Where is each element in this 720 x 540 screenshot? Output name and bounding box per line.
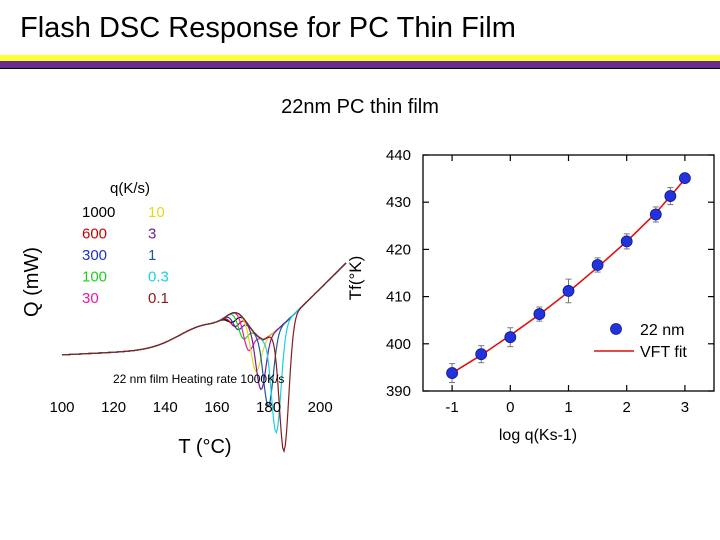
- slide-subtitle: 22nm PC thin film: [281, 96, 439, 118]
- vft-data-point: [620, 235, 633, 248]
- vft-legend: 22 nm VFT fit: [594, 322, 687, 361]
- vft-chart: 390 400 410 420 430 440 -1 0 1 2 3 22 nm VFT fit Tf…: [346, 147, 715, 444]
- dsc-legend-entry: 600: [82, 226, 107, 243]
- dsc-legend-entry: 10: [148, 204, 165, 221]
- vft-axes: 390 400 410 420 430 440 -1 0 1 2 3: [386, 147, 714, 416]
- dsc-legend-entries: 1000 600 300 100 30 10 3 1 0.3 0.1: [82, 204, 169, 307]
- vft-x-axis-label: log q(Ks-1): [499, 427, 577, 444]
- vft-data-point: [504, 331, 517, 344]
- dsc-x-tick-label: 100: [49, 399, 74, 416]
- vft-x-tick-label: 2: [623, 399, 631, 416]
- vft-legend-label: 22 nm: [640, 322, 684, 339]
- dsc-legend-entry: 300: [82, 247, 107, 264]
- vft-legend-marker: [610, 323, 622, 335]
- vft-data-point: [649, 208, 662, 221]
- dsc-chart: 100 120 140 160 180 200 q(K/s) 1000 600 300 100 3…: [21, 180, 347, 458]
- dsc-x-tick-label: 160: [204, 399, 229, 416]
- vft-points: [446, 172, 691, 384]
- dsc-x-tick-label: 120: [101, 399, 126, 416]
- dsc-legend-entry: 100: [82, 269, 107, 286]
- dsc-legend-entry: 1: [148, 247, 156, 264]
- dsc-x-tick-label: 140: [153, 399, 178, 416]
- title-stripe-purple: [0, 61, 720, 68]
- vft-y-tick-label: 420: [386, 241, 411, 258]
- vft-x-tick-label: -1: [445, 399, 458, 416]
- vft-x-tick-label: 1: [564, 399, 572, 416]
- title-stripe-yellow: [0, 55, 720, 61]
- vft-y-tick-label: 400: [386, 336, 411, 353]
- dsc-legend-entry: 30: [82, 290, 99, 307]
- dsc-x-tick-label: 180: [256, 399, 281, 416]
- dsc-legend-entry: 3: [148, 226, 156, 243]
- page-title: Flash DSC Response for PC Thin Film: [20, 12, 516, 44]
- vft-y-tick-label: 440: [386, 147, 411, 164]
- vft-data-point: [591, 259, 604, 271]
- dsc-legend: q(K/s) 1000 600 300 100 30 10 3 1 0.3 0.1: [82, 180, 169, 307]
- dsc-legend-entry: 0.1: [148, 290, 169, 307]
- vft-y-tick-label: 390: [386, 383, 411, 400]
- vft-data-point: [679, 172, 691, 185]
- dsc-y-axis-label-group: Q (mW): [21, 247, 43, 317]
- vft-legend-label: VFT fit: [640, 344, 687, 361]
- dsc-x-tick-label: 200: [308, 399, 333, 416]
- vft-data-point: [475, 348, 488, 361]
- dsc-x-ticks: 100 120 140 160 180 200: [49, 399, 332, 416]
- dsc-curves: [61, 262, 347, 454]
- vft-data-point: [664, 190, 677, 202]
- dsc-x-axis-label: T (°C): [178, 436, 231, 458]
- dsc-curve-0.1: [61, 262, 347, 454]
- vft-y-tick-label: 410: [386, 289, 411, 306]
- vft-y-axis-label-group: Tf(°K): [346, 256, 365, 301]
- dsc-y-axis-label: Q (mW): [21, 247, 43, 317]
- vft-x-tick-label: 3: [681, 399, 689, 416]
- vft-y-axis-label: Tf(°K): [346, 256, 365, 301]
- vft-x-tick-label: 0: [506, 399, 514, 416]
- vft-y-tick-label: 430: [386, 194, 411, 211]
- dsc-legend-title: q(K/s): [110, 180, 150, 197]
- vft-data-point: [562, 285, 575, 297]
- dsc-legend-entry: 1000: [82, 204, 115, 221]
- dsc-legend-entry: 0.3: [148, 269, 169, 286]
- vft-data-point: [533, 308, 546, 320]
- dsc-annotation: 22 nm film Heating rate 1000K/s: [113, 372, 284, 386]
- vft-data-point: [446, 367, 459, 379]
- title-stripe-black: [0, 68, 720, 69]
